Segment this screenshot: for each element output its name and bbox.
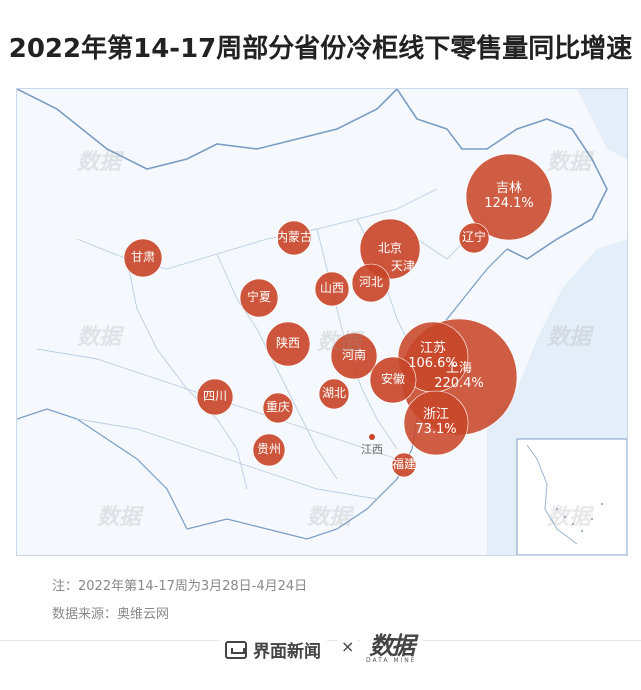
bubble-重庆[interactable] bbox=[262, 392, 294, 424]
bubble-label-宁夏: 宁夏 bbox=[246, 290, 272, 305]
watermark: 数据 bbox=[547, 505, 592, 530]
province-name: 甘肃 bbox=[130, 250, 156, 265]
bubble-label-安徽: 安徽 bbox=[380, 372, 406, 387]
note-text: 注：2022年第14-17周为3月28日-4月24日 bbox=[52, 579, 308, 594]
bubble-label-北京: 北京 bbox=[377, 241, 403, 256]
province-name: 天津 bbox=[390, 259, 416, 274]
bubble-label-四川: 四川 bbox=[202, 389, 228, 404]
bubble-安徽[interactable] bbox=[369, 356, 417, 404]
province-name: 浙江 bbox=[422, 407, 449, 423]
province-name: 湖北 bbox=[321, 386, 347, 401]
province-name: 陕西 bbox=[275, 336, 301, 351]
bubble-浙江[interactable] bbox=[403, 390, 469, 456]
bubble-label-重庆: 重庆 bbox=[265, 400, 291, 415]
bubble-内蒙古[interactable] bbox=[276, 220, 312, 256]
northeast-border-line bbox=[396, 89, 608, 260]
bubble-辽宁[interactable] bbox=[458, 222, 490, 254]
province-name: 山西 bbox=[319, 281, 345, 296]
bubble-宁夏[interactable] bbox=[239, 278, 279, 318]
bubble-吉林[interactable] bbox=[465, 153, 553, 241]
province-label-江西: 江西 bbox=[361, 443, 383, 456]
province-value: 73.1% bbox=[415, 422, 457, 437]
jiemian-logo-icon bbox=[225, 640, 247, 659]
bubble-贵州[interactable] bbox=[252, 433, 286, 467]
province-name: 重庆 bbox=[265, 400, 291, 415]
bubble-label-上海: 上海 220.4% bbox=[434, 361, 484, 392]
province-name: 四川 bbox=[202, 389, 228, 404]
bubble-山西[interactable] bbox=[314, 271, 350, 307]
bubble-label-河北: 河北 bbox=[358, 275, 384, 290]
bubble-河北[interactable] bbox=[351, 263, 391, 303]
province-name: 河南 bbox=[341, 348, 367, 363]
jiemian-logo-text: 界面新闻 bbox=[253, 642, 321, 662]
province-name: 江苏 bbox=[419, 341, 447, 357]
province-name: 安徽 bbox=[380, 372, 406, 387]
province-value: 106.6% bbox=[408, 356, 458, 371]
northern-border-line bbox=[17, 89, 398, 170]
province-name: 北京 bbox=[377, 241, 403, 256]
watermark: 数据 bbox=[77, 150, 122, 175]
datamine-logo-sub: DATA MINE bbox=[366, 657, 417, 664]
bubble-甘肃[interactable] bbox=[123, 238, 163, 278]
datamine-logo: 数据 DATA MINE bbox=[360, 626, 423, 664]
bubble-label-浙江: 浙江 73.1% bbox=[415, 407, 457, 438]
page-title: 2022年第14-17周部分省份冷柜线下零售量同比增速 bbox=[8, 34, 633, 64]
province-value: 220.4% bbox=[434, 376, 484, 391]
bubble-label-山西: 山西 bbox=[319, 281, 345, 296]
province-name: 辽宁 bbox=[461, 230, 487, 245]
province-name: 吉林 bbox=[495, 181, 523, 197]
bubble-label-贵州: 贵州 bbox=[256, 442, 282, 457]
bubble-陕西[interactable] bbox=[265, 321, 311, 367]
watermark: 数据 bbox=[97, 505, 142, 530]
watermark: 数据 bbox=[317, 330, 362, 355]
bubble-福建[interactable] bbox=[391, 452, 417, 478]
watermark: 数据 bbox=[547, 325, 592, 350]
bubble-label-福建: 福建 bbox=[391, 457, 417, 472]
watermark: 数据 bbox=[77, 325, 122, 350]
coastline bbox=[186, 248, 508, 540]
bubble-label-湖北: 湖北 bbox=[321, 386, 347, 401]
bubble-label-甘肃: 甘肃 bbox=[130, 250, 156, 265]
datamine-logo-text: 数据 bbox=[369, 632, 415, 660]
province-name: 福建 bbox=[391, 457, 417, 472]
province-name: 内蒙古 bbox=[275, 230, 313, 245]
bubble-label-内蒙古: 内蒙古 bbox=[275, 230, 313, 245]
bubble-河南[interactable] bbox=[330, 332, 378, 380]
bubble-北京[interactable] bbox=[359, 218, 421, 280]
jiemian-logo: 界面新闻 bbox=[219, 637, 327, 662]
bubble-四川[interactable] bbox=[196, 378, 234, 416]
bubble-layer bbox=[123, 153, 553, 478]
bubble-label-吉林: 吉林 124.1% bbox=[484, 181, 534, 212]
bubble-label-河南: 河南 bbox=[341, 348, 367, 363]
province-value: 124.1% bbox=[484, 196, 534, 211]
southwest-border-line bbox=[17, 408, 188, 530]
bubble-label-天津: 天津 bbox=[390, 259, 416, 274]
cross-mark: × bbox=[337, 637, 359, 656]
source-text: 数据来源：奥维云网 bbox=[52, 607, 170, 622]
province-name: 上海 bbox=[445, 361, 473, 377]
bubble-湖北[interactable] bbox=[318, 378, 350, 410]
bubble-label-辽宁: 辽宁 bbox=[461, 230, 487, 245]
province-name: 宁夏 bbox=[246, 290, 272, 305]
bubble-江西[interactable] bbox=[369, 434, 375, 440]
bubble-label-江苏: 江苏 106.6% bbox=[408, 341, 458, 372]
watermark: 数据 bbox=[547, 150, 592, 175]
province-name: 河北 bbox=[358, 275, 384, 290]
map[interactable]: 吉林 124.1% 辽宁北京天津 内蒙古甘肃宁夏 山西 河北陕西河南 江苏 106.6% 上海 2… bbox=[16, 88, 628, 556]
bubble-label-陕西: 陕西 bbox=[275, 336, 301, 351]
map-base bbox=[17, 89, 627, 555]
province-name: 贵州 bbox=[256, 442, 282, 457]
watermark: 数据 bbox=[307, 505, 352, 530]
